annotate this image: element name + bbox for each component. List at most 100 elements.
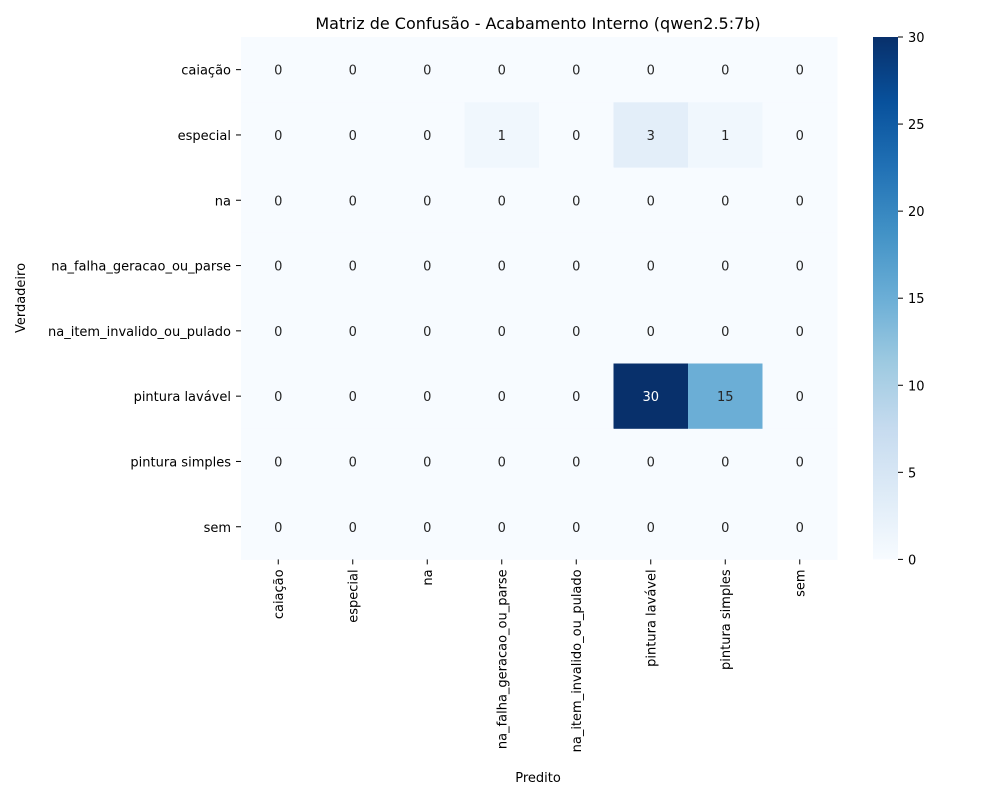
heatmap-cell bbox=[315, 298, 391, 364]
heatmap-cell-value: 0 bbox=[274, 194, 282, 209]
heatmap-cell bbox=[464, 428, 540, 495]
heatmap-cell bbox=[390, 167, 465, 234]
x-tick-label: na bbox=[421, 569, 436, 585]
x-tick-label: na_item_invalido_ou_pulado bbox=[570, 569, 585, 752]
x-tick-label: pintura simples bbox=[719, 569, 734, 670]
heatmap-cell-value: 0 bbox=[572, 260, 580, 275]
heatmap-cell bbox=[762, 232, 838, 299]
heatmap-cell-value: 0 bbox=[349, 325, 357, 340]
heatmap-cell bbox=[762, 428, 838, 495]
heatmap-cell bbox=[464, 494, 540, 560]
heatmap-cell-value: 0 bbox=[423, 521, 431, 536]
heatmap-cell bbox=[539, 363, 614, 430]
heatmap-cell bbox=[390, 363, 465, 430]
heatmap-cell bbox=[539, 167, 614, 234]
colorbar-tick-label: 5 bbox=[908, 466, 916, 481]
heatmap-cell bbox=[613, 494, 689, 560]
heatmap-cell bbox=[613, 363, 689, 430]
heatmap-cell bbox=[464, 102, 540, 169]
heatmap-cell bbox=[688, 37, 763, 103]
heatmap-cell bbox=[613, 428, 689, 495]
heatmap-cell bbox=[241, 102, 316, 169]
chart-title: Matriz de Confusão - Acabamento Interno … bbox=[315, 14, 760, 33]
heatmap-cell bbox=[390, 298, 465, 364]
heatmap-cell-value: 0 bbox=[423, 194, 431, 209]
colorbar-tick-label: 25 bbox=[908, 118, 925, 133]
heatmap-cell-value: 0 bbox=[572, 129, 580, 144]
heatmap-cell-value: 0 bbox=[721, 521, 729, 536]
heatmap-cell bbox=[315, 37, 391, 103]
heatmap-cell-value: 0 bbox=[423, 390, 431, 405]
heatmap-cell-value: 0 bbox=[349, 129, 357, 144]
heatmap-cell bbox=[539, 37, 614, 103]
heatmap-cell-value: 0 bbox=[796, 129, 804, 144]
heatmap-cell bbox=[613, 37, 689, 103]
heatmap-cell-value: 30 bbox=[642, 390, 659, 405]
heatmap-cell-value: 0 bbox=[796, 260, 804, 275]
heatmap-cell-value: 0 bbox=[572, 325, 580, 340]
heatmap-cell bbox=[241, 167, 316, 234]
y-tick-label: na_falha_geracao_ou_parse bbox=[51, 260, 231, 275]
heatmap-cell-value: 0 bbox=[721, 194, 729, 209]
colorbar-tick-label: 20 bbox=[908, 205, 925, 220]
heatmap-cell bbox=[688, 428, 763, 495]
y-tick-label: especial bbox=[178, 129, 231, 144]
heatmap-cell-value: 0 bbox=[721, 325, 729, 340]
heatmap-cell bbox=[762, 363, 838, 430]
heatmap-cell-value: 0 bbox=[423, 64, 431, 79]
heatmap-cell-value: 0 bbox=[572, 455, 580, 470]
heatmap-cell-value: 0 bbox=[647, 260, 655, 275]
heatmap-cell-value: 0 bbox=[349, 64, 357, 79]
heatmap-cell bbox=[315, 494, 391, 560]
heatmap-cell bbox=[241, 428, 316, 495]
heatmap-cell-value: 15 bbox=[717, 390, 734, 405]
heatmap-cell bbox=[539, 298, 614, 364]
y-tick-label: pintura simples bbox=[130, 455, 231, 470]
y-tick-label: sem bbox=[204, 521, 231, 536]
heatmap-cell-value: 0 bbox=[796, 455, 804, 470]
heatmap-cell-value: 1 bbox=[721, 129, 729, 144]
heatmap-cell bbox=[241, 363, 316, 430]
y-tick-label: na_item_invalido_ou_pulado bbox=[48, 325, 231, 340]
heatmap-cell bbox=[315, 428, 391, 495]
heatmap-cell-value: 0 bbox=[572, 64, 580, 79]
y-axis-label: Verdadeiro bbox=[14, 263, 29, 333]
heatmap-cell bbox=[539, 428, 614, 495]
heatmap-cell-value: 0 bbox=[498, 455, 506, 470]
heatmap-cell-value: 0 bbox=[796, 64, 804, 79]
x-tick-label: caiação bbox=[272, 569, 287, 619]
heatmap-cell-value: 0 bbox=[498, 194, 506, 209]
heatmap-cell bbox=[539, 494, 614, 560]
heatmap-cell bbox=[315, 102, 391, 169]
y-tick-label: pintura lavável bbox=[134, 390, 231, 405]
heatmap-cell-value: 0 bbox=[349, 455, 357, 470]
x-tick-label: pintura lavável bbox=[645, 569, 660, 666]
heatmap-cell-value: 0 bbox=[349, 521, 357, 536]
heatmap-cell bbox=[390, 494, 465, 560]
heatmap-cell-value: 0 bbox=[274, 325, 282, 340]
heatmap-cell-value: 0 bbox=[647, 455, 655, 470]
heatmap-cell bbox=[390, 428, 465, 495]
heatmap-cell-value: 0 bbox=[647, 64, 655, 79]
colorbar-tick-label: 30 bbox=[908, 31, 925, 46]
heatmap-cell-value: 0 bbox=[274, 64, 282, 79]
heatmap-cell-value: 0 bbox=[647, 521, 655, 536]
heatmap-cell bbox=[241, 37, 316, 103]
x-axis-label: Predito bbox=[515, 771, 561, 786]
heatmap-cell bbox=[315, 363, 391, 430]
heatmap-cell-value: 0 bbox=[274, 521, 282, 536]
x-tick-label: sem bbox=[794, 569, 809, 596]
heatmap-cell-value: 0 bbox=[274, 455, 282, 470]
heatmap-cell bbox=[241, 494, 316, 560]
colorbar-tick-label: 10 bbox=[908, 379, 925, 394]
heatmap-cell-value: 1 bbox=[498, 129, 506, 144]
heatmap-cell bbox=[464, 363, 540, 430]
heatmap-cell bbox=[688, 232, 763, 299]
heatmap-cell bbox=[762, 37, 838, 103]
heatmap-cell bbox=[390, 232, 465, 299]
y-tick-label: na bbox=[215, 194, 231, 209]
colorbar-tick-label: 0 bbox=[908, 553, 916, 568]
heatmap-cell-value: 0 bbox=[423, 129, 431, 144]
heatmap-cell bbox=[688, 298, 763, 364]
